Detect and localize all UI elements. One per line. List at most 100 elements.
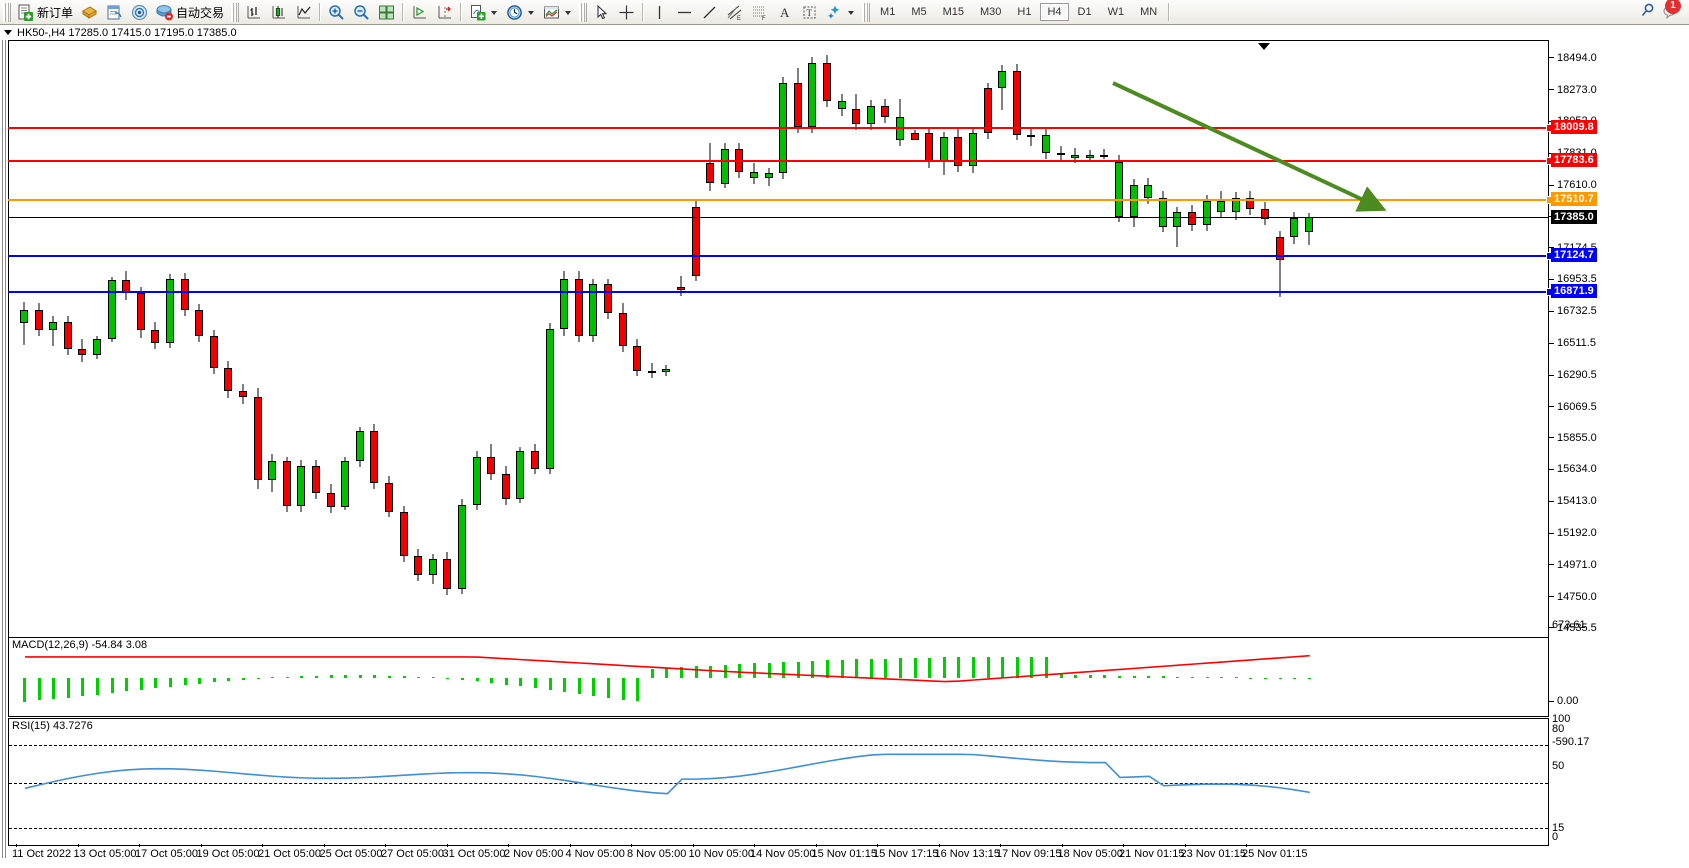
macd-histogram-bar xyxy=(592,678,596,696)
price-level-label[interactable]: 18009.8 xyxy=(1551,120,1597,135)
toolbar-separator-4 xyxy=(642,3,645,21)
price-tick: 18494.0 xyxy=(1549,52,1597,64)
timeframe-h1[interactable]: H1 xyxy=(1017,6,1032,18)
timeframe-h4[interactable]: H4 xyxy=(1040,3,1069,21)
price-level-label[interactable]: 16871.9 xyxy=(1551,284,1597,299)
price-level-label[interactable]: 17385.0 xyxy=(1551,210,1597,225)
chart-scroll-marker[interactable] xyxy=(1258,43,1270,50)
time-tick-mark xyxy=(754,844,755,847)
timeframe-m30[interactable]: M30 xyxy=(980,6,1002,18)
time-tick-mark xyxy=(77,844,79,847)
auto-scroll-icon xyxy=(411,4,428,21)
macd-histogram-bar xyxy=(1015,656,1019,678)
candlestick xyxy=(180,272,189,316)
timeframe-mn[interactable]: MN xyxy=(1140,6,1158,18)
macd-histogram-bar xyxy=(344,674,348,678)
time-axis[interactable]: 11 Oct 2022 13 Oct 05:00 17 Oct 05:00 19 Oc… xyxy=(8,844,1549,860)
expert-advisors-button[interactable]: 自动交易 xyxy=(152,0,228,24)
alerts-icon[interactable]: 1 xyxy=(1662,0,1681,20)
fibonacci-tool-button[interactable]: F xyxy=(747,0,772,24)
channel-tool-button[interactable]: E xyxy=(722,0,747,24)
data-window-button[interactable] xyxy=(102,0,127,24)
macd-histogram-bar xyxy=(753,663,756,678)
terminal-button[interactable] xyxy=(77,0,102,24)
macd-histogram-bar xyxy=(285,676,289,678)
macd-histogram-bar xyxy=(271,677,275,678)
time-tick-mark xyxy=(815,844,817,847)
toolbar-grip-3[interactable] xyxy=(579,2,588,22)
indicators-dropdown[interactable] xyxy=(465,0,502,24)
time-tick: 27 Oct 05:00 xyxy=(381,848,444,860)
macd-histogram-bar xyxy=(869,659,873,678)
candlestick xyxy=(1115,154,1123,223)
macd-histogram-bar xyxy=(855,659,859,678)
search-icon[interactable] xyxy=(1639,2,1656,19)
trendline-tool-button[interactable] xyxy=(697,0,722,24)
new-order-button[interactable]: 新订单 xyxy=(13,0,77,24)
candlestick xyxy=(1012,64,1021,141)
macd-label: MACD(12,26,9) -54.84 3.08 xyxy=(12,639,148,651)
auto-scroll-button[interactable] xyxy=(407,0,432,24)
price-tick: 16069.5 xyxy=(1549,401,1597,413)
rsi-panel[interactable] xyxy=(8,718,1549,846)
macd-histogram-bar xyxy=(1132,675,1136,678)
cursor-tool-button[interactable] xyxy=(589,0,614,24)
horizontal-line-tool-button[interactable] xyxy=(672,0,697,24)
time-tick: 11 Oct 2022 xyxy=(12,848,72,860)
timeframe-m1[interactable]: M1 xyxy=(880,6,896,18)
rsi-level-15 xyxy=(9,827,1548,829)
candlestick xyxy=(93,336,101,360)
expert-advisor-icon xyxy=(156,4,174,21)
zoom-out-button[interactable] xyxy=(349,0,374,24)
candlestick xyxy=(939,131,948,175)
price-level-label[interactable]: 17783.6 xyxy=(1551,152,1597,167)
price-tick: 17610.0 xyxy=(1549,179,1597,191)
macd-histogram-bar xyxy=(504,678,508,685)
timeframe-m15[interactable]: M15 xyxy=(942,6,964,18)
chart-menu-icon[interactable] xyxy=(4,30,12,35)
macd-panel[interactable] xyxy=(8,637,1549,717)
macd-histogram-bar xyxy=(1191,676,1194,678)
svg-text:T: T xyxy=(807,8,813,18)
chart-window[interactable]: HK50-,H4 17285.0 17415.0 17195.0 17385.0… xyxy=(0,25,1689,860)
timeframe-w1[interactable]: W1 xyxy=(1107,6,1125,18)
price-level-label[interactable]: 17510.7 xyxy=(1551,192,1597,207)
candlestick xyxy=(501,465,510,505)
downtrend-arrow-icon[interactable] xyxy=(1100,73,1400,228)
navigator-button[interactable] xyxy=(127,0,152,24)
macd-histogram-bar xyxy=(125,678,129,692)
crosshair-tool-button[interactable] xyxy=(614,0,639,24)
shapes-dropdown[interactable] xyxy=(822,0,859,24)
macd-histogram-bar xyxy=(329,675,333,678)
periods-dropdown[interactable] xyxy=(502,0,539,24)
text-label-tool-button[interactable]: T xyxy=(797,0,822,24)
new-order-icon xyxy=(17,4,34,21)
tile-windows-button[interactable] xyxy=(374,0,399,24)
timeframe-m5[interactable]: M5 xyxy=(911,6,927,18)
time-tick-mark xyxy=(631,844,632,847)
line-chart-button[interactable] xyxy=(291,0,316,24)
price-axis[interactable]: 18494.018273.018052.017831.017610.017389… xyxy=(1549,40,1689,858)
macd-histogram-bar xyxy=(1118,675,1121,678)
chart-shift-button[interactable] xyxy=(432,0,457,24)
macd-histogram-bar xyxy=(373,675,377,678)
templates-dropdown[interactable] xyxy=(539,0,576,24)
timeframe-d1[interactable]: D1 xyxy=(1077,6,1092,18)
price-level-label[interactable]: 17124.7 xyxy=(1551,247,1597,262)
price-panel[interactable] xyxy=(8,40,1549,637)
toolbar-grip-4[interactable] xyxy=(862,2,871,22)
macd-histogram-bar xyxy=(315,675,318,678)
toolbar-grip-2[interactable] xyxy=(231,2,240,22)
text-tool-button[interactable]: A xyxy=(772,0,797,24)
time-tick: 19 Oct 05:00 xyxy=(196,848,260,860)
time-tick: 17 Oct 05:00 xyxy=(135,848,198,860)
candlestick-chart-button[interactable] xyxy=(266,0,291,24)
candlestick xyxy=(195,304,204,342)
zoom-in-button[interactable] xyxy=(324,0,349,24)
toolbar-grip-1[interactable] xyxy=(3,2,11,22)
vertical-line-tool-button[interactable] xyxy=(647,0,672,24)
time-tick: 13 Oct 05:00 xyxy=(73,848,137,860)
time-tick: 25 Oct 05:00 xyxy=(319,848,383,860)
time-axis-ticks: 11 Oct 2022 13 Oct 05:00 17 Oct 05:00 19 Oc… xyxy=(8,844,1549,868)
bar-chart-button[interactable] xyxy=(241,0,266,24)
